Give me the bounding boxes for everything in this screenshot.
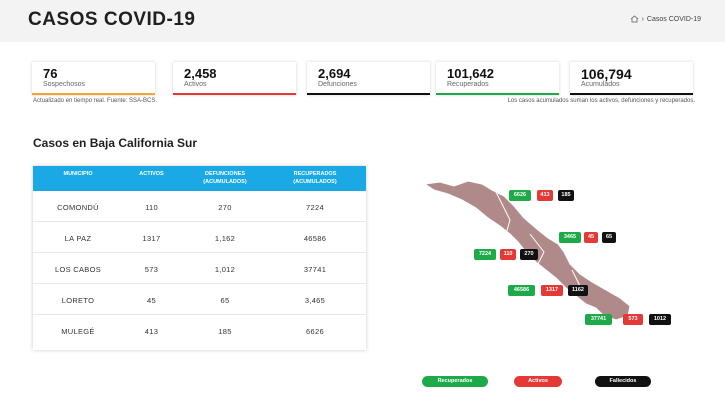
badge-loscabos-activos: 573 [623, 314, 643, 325]
badge-loscabos-fallecidos: 1012 [649, 314, 671, 325]
badge-mulege-recuperados: 6626 [509, 190, 531, 201]
cell-municipio: LORETO [61, 296, 95, 305]
badge-lapaz-activos: 1317 [541, 285, 563, 296]
update-note: Actualizado en tiempo real. Fuente: SSA-… [33, 98, 158, 104]
bcs-map: 6626 413 185 3465 45 65 7224 110 270 465… [420, 178, 680, 328]
card-value: 2,694 [318, 66, 351, 81]
cell-recuperados: 3,465 [304, 296, 326, 305]
summary-cards: 76 Sospechosos 2,458 Activos 2,694 Defun… [32, 62, 696, 96]
cell-municipio: MULEGÉ [61, 327, 95, 336]
table-row: LA PAZ 1317 1,162 46586 [33, 222, 366, 253]
map-border-mulege [493, 187, 511, 235]
card-recuperados: 101,642 Recuperados [436, 62, 559, 95]
card-label: Defunciones [318, 81, 357, 88]
cases-table: MUNICIPIO ACTIVOS DEFUNCIONES (ACUMULADO… [33, 166, 366, 350]
cell-activos: 1317 [142, 234, 161, 243]
header-defunciones-line2: (ACUMULADOS) [203, 179, 247, 185]
cell-defunciones: 270 [218, 203, 232, 212]
card-value: 101,642 [447, 66, 494, 81]
cell-activos: 45 [147, 296, 156, 305]
cell-defunciones: 65 [220, 296, 230, 305]
badge-lapaz-recuperados: 46586 [508, 285, 535, 296]
cell-municipio: LOS CABOS [54, 265, 102, 274]
page-header: CASOS COVID-19 › Casos COVID-19 [0, 0, 725, 42]
card-value: 76 [43, 66, 58, 81]
badge-comondu-recuperados: 7224 [474, 249, 496, 260]
header-defunciones-line1: DEFUNCIONES [204, 171, 246, 177]
card-value: 106,794 [581, 66, 632, 82]
badge-mulege-activos: 413 [537, 190, 553, 201]
card-label: Recuperados [447, 81, 489, 88]
badge-loreto-fallecidos: 65 [602, 232, 616, 243]
cell-municipio: LA PAZ [64, 234, 92, 243]
badge-loscabos-recuperados: 37741 [585, 314, 612, 325]
header-recuperados-line1: RECUPERADOS [293, 171, 337, 177]
cell-defunciones: 1,012 [214, 265, 236, 274]
table-header: MUNICIPIO ACTIVOS DEFUNCIONES (ACUMULADO… [33, 166, 366, 191]
header-recuperados-line2: (ACUMULADOS) [293, 179, 337, 185]
cell-recuperados: 46586 [303, 234, 327, 243]
legend-fallecidos: Fallecidos [595, 376, 651, 387]
breadcrumb-current: Casos COVID-19 [646, 15, 701, 23]
table-row: LORETO 45 65 3,465 [33, 284, 366, 315]
cell-activos: 110 [145, 203, 158, 212]
badge-comondu-fallecidos: 270 [520, 249, 538, 260]
home-icon[interactable] [630, 15, 639, 23]
cell-activos: 413 [144, 327, 159, 336]
cell-defunciones: 185 [218, 327, 232, 336]
cell-recuperados: 7224 [306, 203, 324, 212]
table-row: MULEGÉ 413 185 6626 [33, 315, 366, 346]
map-border-comondu [529, 233, 545, 265]
card-label: Acumulados [581, 81, 620, 88]
badge-loreto-recuperados: 3465 [559, 232, 581, 243]
card-activos: 2,458 Activos [173, 62, 296, 95]
card-sospechosos: 76 Sospechosos [32, 62, 155, 95]
section-title: Casos en Baja California Sur [33, 136, 198, 150]
badge-lapaz-fallecidos: 1162 [568, 285, 588, 296]
table-row: COMONDÚ 110 270 7224 [33, 191, 366, 222]
badge-mulege-fallecidos: 185 [558, 190, 574, 201]
breadcrumb-separator: › [641, 15, 644, 23]
card-value: 2,458 [184, 66, 217, 81]
header-recuperados: RECUPERADOS (ACUMULADOS) [281, 170, 349, 186]
page-title: CASOS COVID-19 [28, 9, 196, 30]
badge-comondu-activos: 110 [500, 249, 516, 260]
card-label: Activos [184, 81, 207, 88]
breadcrumb: › Casos COVID-19 [630, 15, 701, 23]
cell-defunciones: 1,162 [214, 234, 236, 243]
cell-recuperados: 37741 [303, 265, 327, 274]
card-label: Sospechosos [43, 81, 86, 88]
legend-recuperados: Recuperados [422, 376, 488, 387]
table-row: LOS CABOS 573 1,012 37741 [33, 253, 366, 284]
cell-activos: 573 [144, 265, 159, 274]
cell-municipio: COMONDÚ [57, 203, 99, 212]
cell-recuperados: 6626 [306, 327, 324, 336]
card-acumulados: 106,794 Acumulados [570, 62, 693, 95]
legend-activos: Activos [514, 376, 562, 387]
accumulated-note: Los casos acumulados suman los activos, … [507, 98, 695, 104]
badge-loreto-activos: 45 [584, 232, 598, 243]
card-defunciones: 2,694 Defunciones [307, 62, 430, 95]
header-defunciones: DEFUNCIONES (ACUMULADOS) [191, 170, 259, 186]
header-activos: ACTIVOS [139, 171, 164, 177]
header-municipio: MUNICIPIO [63, 171, 93, 177]
